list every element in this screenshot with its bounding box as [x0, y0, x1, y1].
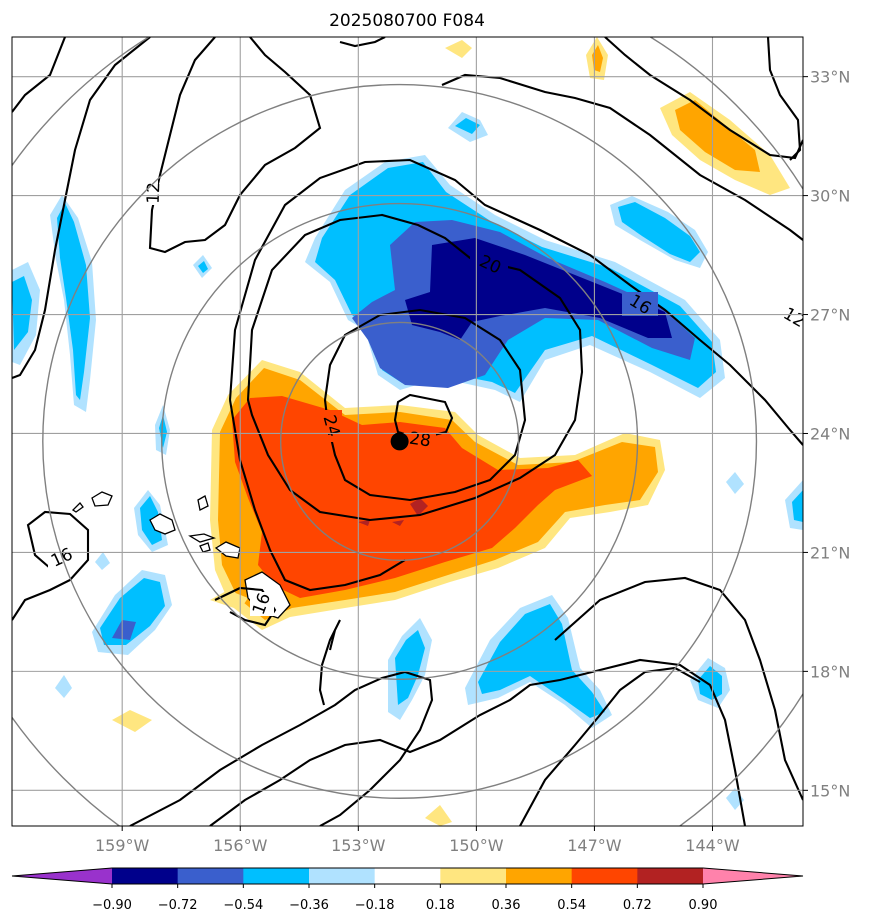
- colorbar-segment: [506, 868, 573, 884]
- colorbar-extend-high: [703, 868, 803, 884]
- graticule: [12, 37, 803, 826]
- island-oahu: [149, 513, 176, 535]
- colorbar: −0.90 −0.72 −0.54 −0.36 −0.18 0.18 0.36 0.54 0.7…: [11, 867, 804, 913]
- island-kahoolawe: [197, 495, 209, 511]
- shade-neg-0.18: [726, 472, 744, 494]
- shade-pos-0.18: [445, 40, 472, 58]
- y-axis-ticks: 15°N 18°N 21°N 24°N 27°N 30°N 33°N: [803, 68, 850, 800]
- island-kauai: [91, 491, 113, 507]
- shade-neg-0.36: [792, 490, 803, 522]
- colorbar-tick-label: −0.54: [223, 898, 263, 913]
- storm-center-layer: [390, 432, 409, 451]
- shade-neg-0.36: [455, 118, 480, 134]
- contour-12-north: [339, 37, 386, 48]
- y-tick-label: 24°N: [810, 424, 850, 443]
- colorbar-tick-label: 0.72: [623, 898, 652, 913]
- shade-neg-0.36: [100, 578, 165, 645]
- colorbar-tick-label: −0.36: [289, 898, 329, 913]
- colorbar-extend-low: [12, 868, 112, 884]
- shade-pos-0.36: [675, 100, 760, 172]
- colorbar-tick-label: −0.90: [92, 898, 132, 913]
- island-molokai: [188, 533, 217, 543]
- shade-pos-0.72: [410, 498, 428, 516]
- colorbar-segment: [177, 868, 244, 884]
- colorbar-tick-label: 0.90: [689, 898, 718, 913]
- chart-title: 2025080700 F084: [329, 11, 485, 31]
- shade-neg-0.18: [726, 788, 744, 810]
- x-axis-ticks: 159°W 156°W 153°W 150°W 147°W 144°W: [95, 826, 740, 855]
- contour-20: [246, 213, 584, 522]
- shade-neg-0.36: [698, 666, 722, 700]
- shade-pos-0.18: [210, 590, 248, 610]
- contour-east-right: [766, 37, 802, 161]
- shade-neg-0.36: [198, 261, 208, 273]
- colorbar-segment: [571, 868, 638, 884]
- contour-12-northwest: [12, 37, 151, 379]
- colorbar-tick-label: −0.18: [355, 898, 395, 913]
- colorbar-tick-label: 0.36: [492, 898, 521, 913]
- shade-pos-0.18: [425, 805, 452, 826]
- contour-south-1: [129, 670, 434, 826]
- shade-neg-0.54: [112, 620, 136, 640]
- contour-label: 28: [408, 429, 432, 452]
- colorbar-segment: [440, 868, 507, 884]
- shade-neg-0.36: [57, 203, 90, 400]
- shade-pos-0.72: [358, 520, 370, 526]
- contour-16-south: [228, 399, 406, 592]
- colorbar-segment: [112, 868, 179, 884]
- x-tick-label: 156°W: [213, 836, 268, 855]
- x-tick-label: 147°W: [567, 836, 622, 855]
- x-tick-label: 144°W: [685, 836, 740, 855]
- contour-16-main: [228, 158, 803, 446]
- y-tick-label: 33°N: [810, 68, 850, 87]
- colorbar-segment: [374, 868, 441, 884]
- contour-24: [323, 308, 527, 502]
- shade-neg-0.36: [159, 415, 167, 448]
- shade-pos-0.54: [232, 396, 592, 598]
- contour-southeast: [554, 576, 803, 801]
- x-tick-label: 159°W: [95, 836, 150, 855]
- shade-neg-0.36: [478, 604, 605, 718]
- shade-neg-0.36: [12, 276, 32, 350]
- map-frame: [11, 36, 804, 827]
- label-bg: [250, 592, 274, 616]
- shade-neg-0.18: [95, 552, 110, 570]
- island-niihau: [71, 502, 84, 513]
- contour-south-2: [209, 658, 747, 826]
- contour-12-east: [604, 37, 803, 160]
- y-tick-label: 15°N: [810, 781, 850, 800]
- x-tick-label: 153°W: [331, 836, 386, 855]
- island-lanai: [199, 542, 211, 553]
- colorbar-segment: [637, 868, 704, 884]
- shade-pos-0.72: [392, 520, 404, 526]
- storm-center-marker: [390, 432, 409, 451]
- colorbar-tick-label: 0.18: [426, 898, 455, 913]
- contour-16-west: [12, 510, 90, 621]
- colorbar-segment: [243, 868, 310, 884]
- label-bg: [622, 292, 658, 316]
- range-ring: [279, 321, 520, 562]
- y-tick-label: 27°N: [810, 306, 850, 325]
- contour-south-4: [318, 619, 341, 706]
- shade-neg-0.18: [55, 675, 72, 698]
- contour-lines: [12, 37, 803, 826]
- shade-neg-0.36: [395, 630, 425, 705]
- colorbar-tick-label: −0.72: [158, 898, 198, 913]
- y-tick-label: 18°N: [810, 662, 850, 681]
- colorbar-tick-label: 0.54: [557, 898, 586, 913]
- colorbar-segment: [309, 868, 376, 884]
- contour-south-3: [519, 666, 701, 826]
- island-maui: [214, 541, 241, 559]
- range-ring: [42, 83, 758, 799]
- range-ring: [161, 202, 639, 681]
- y-tick-label: 30°N: [810, 187, 850, 206]
- x-tick-label: 150°W: [449, 836, 504, 855]
- y-tick-label: 21°N: [810, 543, 850, 562]
- shade-neg-0.36: [618, 202, 700, 262]
- contour-label: 12: [144, 182, 165, 204]
- contour-12-loop: [148, 37, 322, 254]
